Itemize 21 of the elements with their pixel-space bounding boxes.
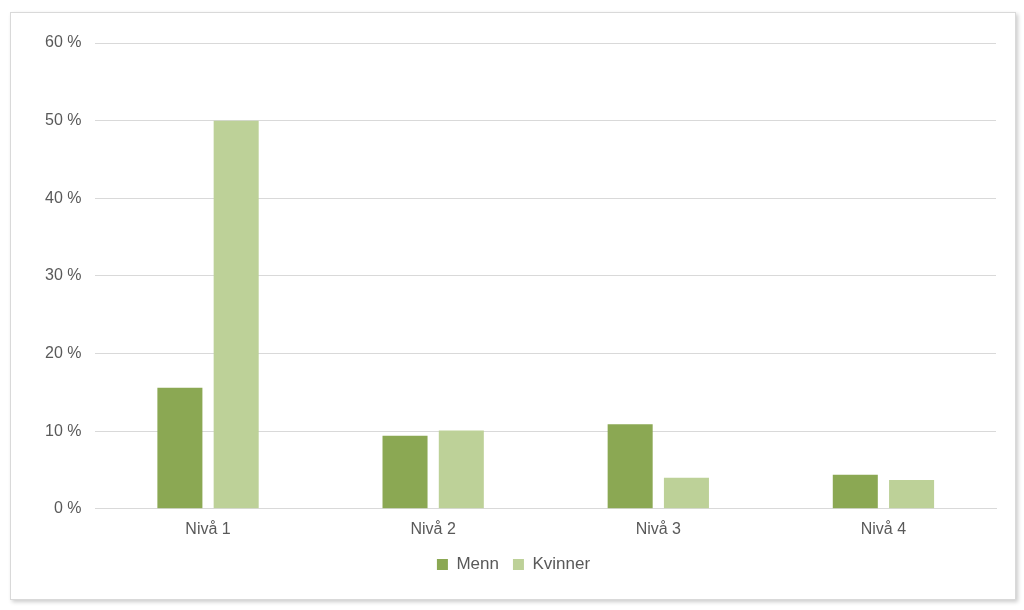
legend-label: Kvinner (532, 554, 591, 574)
bar (157, 387, 203, 509)
bar (832, 474, 878, 509)
bar (213, 120, 259, 509)
bar (889, 480, 935, 509)
y-tick-label: 10 % (45, 421, 82, 439)
x-tick-label: Nivå 2 (410, 519, 456, 537)
x-tick-label: Nivå 3 (635, 519, 682, 537)
bar (607, 424, 653, 509)
legend-label: Menn (456, 554, 499, 574)
y-tick-label: 30 % (45, 266, 82, 284)
y-tick-label: 0 % (53, 499, 82, 517)
bar (382, 435, 428, 509)
y-tick-label: 60 % (45, 33, 82, 51)
y-tick-label: 40 % (45, 188, 82, 206)
y-tick-label: 20 % (45, 343, 82, 361)
y-tick-label: 50 % (45, 111, 82, 129)
bar (438, 430, 484, 509)
x-tick-label: Nivå 1 (185, 519, 231, 537)
bar (663, 477, 709, 509)
x-tick-label: Nivå 4 (860, 519, 907, 537)
